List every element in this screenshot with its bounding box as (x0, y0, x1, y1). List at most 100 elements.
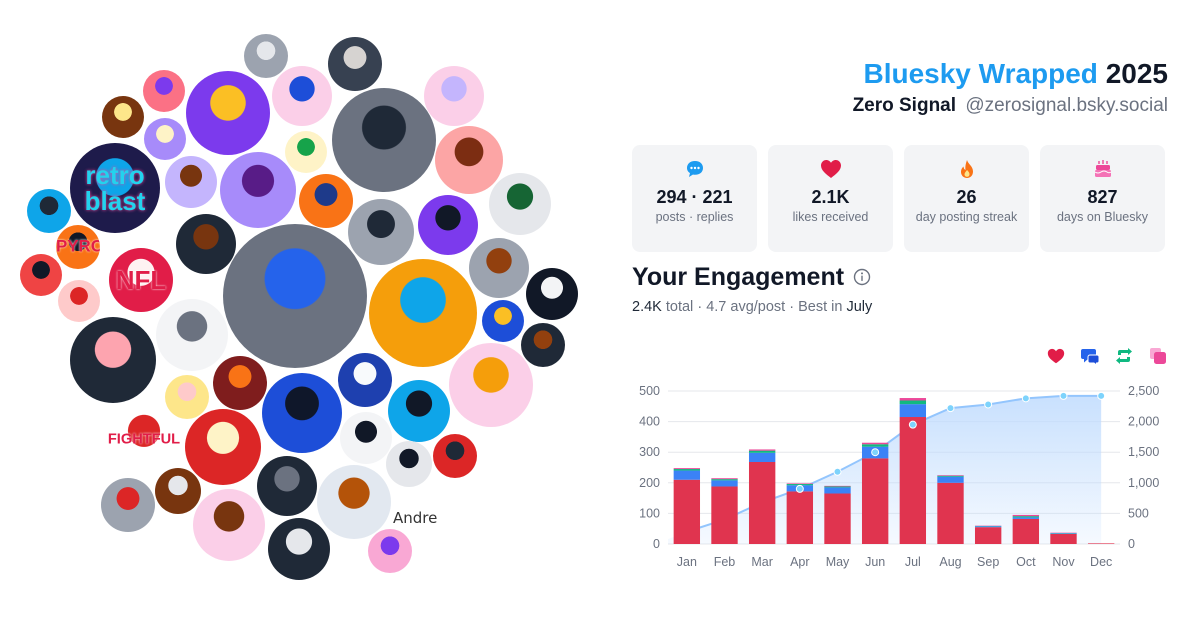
bar-segment (673, 469, 701, 471)
avatar[interactable] (213, 356, 267, 410)
display-name: Zero Signal (852, 95, 957, 116)
quote-icon[interactable] (1148, 346, 1168, 366)
avatar[interactable] (348, 199, 414, 265)
x-tick-label: Nov (1052, 555, 1075, 569)
avatar[interactable] (388, 380, 450, 442)
avatar[interactable] (332, 88, 436, 192)
brand-year: 2025 (1105, 58, 1168, 89)
avatar[interactable] (521, 323, 565, 367)
avatar[interactable] (193, 489, 265, 561)
engagement-best-prefix: Best in (798, 299, 843, 315)
bar-segment (748, 461, 776, 544)
bar-segment (673, 470, 701, 480)
avatar[interactable] (165, 375, 209, 419)
avatar[interactable] (70, 317, 156, 403)
bar-segment (937, 475, 964, 476)
bar-segment (1012, 518, 1040, 544)
avatar[interactable]: FIGHTFUL (106, 402, 182, 478)
avatar[interactable] (101, 478, 155, 532)
avatar[interactable] (244, 34, 288, 78)
avatar[interactable] (482, 300, 524, 342)
x-tick-label: Oct (1016, 555, 1036, 569)
stat-card-days: 827 days on Bluesky (1040, 145, 1165, 252)
bar-segment (824, 493, 851, 544)
avatar[interactable] (299, 174, 353, 228)
avatar[interactable] (526, 268, 578, 320)
heart-icon[interactable] (1046, 346, 1066, 366)
stat-value: 827 (1087, 187, 1118, 207)
bar-segment (899, 417, 927, 544)
bar-segment (711, 478, 738, 480)
x-tick-label: Jul (905, 555, 921, 569)
avatar[interactable] (369, 259, 477, 367)
x-tick-label: Apr (790, 555, 809, 569)
avatar[interactable] (186, 71, 270, 155)
avatar-badge-text: retro blast (84, 160, 146, 216)
avatar[interactable] (20, 254, 62, 296)
avatar[interactable]: PYRO (56, 225, 100, 269)
cumulative-point (908, 420, 917, 429)
brand-name: Bluesky Wrapped (863, 58, 1098, 89)
avatar[interactable]: retro blast (70, 143, 160, 233)
avatar[interactable] (368, 529, 412, 573)
y2-tick-label: 2,500 (1128, 384, 1159, 398)
avatar[interactable] (469, 238, 529, 298)
y-tick-label: 100 (639, 506, 660, 520)
avatar[interactable] (386, 441, 432, 487)
avatar[interactable] (155, 468, 201, 514)
avatar[interactable] (58, 280, 100, 322)
y2-tick-label: 0 (1128, 537, 1135, 551)
avatar[interactable] (223, 224, 367, 368)
repost-icon[interactable] (1114, 346, 1134, 366)
cumulative-point (871, 448, 880, 457)
bar-segment (861, 458, 889, 544)
avatar[interactable] (489, 173, 551, 235)
avatar[interactable] (424, 66, 484, 126)
y-tick-label: 300 (639, 445, 660, 459)
avatar[interactable] (418, 195, 478, 255)
avatar[interactable] (156, 299, 228, 371)
bar-segment (1012, 516, 1040, 518)
avatar[interactable] (102, 96, 144, 138)
stat-card-streak: 26 day posting streak (904, 145, 1029, 252)
stat-card-posts: 294 · 221 posts · replies (632, 145, 757, 252)
bar-segment (748, 450, 776, 453)
avatar[interactable] (317, 465, 391, 539)
x-tick-label: May (826, 555, 850, 569)
bar-segment (937, 476, 964, 483)
avatar[interactable] (272, 66, 332, 126)
bar-segment (673, 468, 701, 470)
reply-icon[interactable] (1080, 346, 1100, 367)
bar-segment (711, 479, 738, 481)
avatar[interactable] (338, 353, 392, 407)
avatar[interactable] (257, 456, 317, 516)
avatar[interactable] (185, 409, 261, 485)
avatar[interactable] (262, 373, 342, 453)
avatar[interactable] (435, 126, 503, 194)
bar-segment (861, 442, 889, 445)
avatar[interactable] (449, 343, 533, 427)
avatar[interactable] (165, 156, 217, 208)
bar-segment (824, 486, 851, 488)
avatar[interactable] (340, 412, 392, 464)
avatar[interactable] (144, 118, 186, 160)
cake-icon (1040, 159, 1165, 179)
page-title: Bluesky Wrapped 2025 (863, 58, 1168, 90)
avatar[interactable] (285, 131, 327, 173)
avatar[interactable] (328, 37, 382, 91)
avatar[interactable] (433, 434, 477, 478)
x-tick-label: Jun (865, 555, 885, 569)
avatar[interactable] (176, 214, 236, 274)
avatar[interactable] (143, 70, 185, 112)
avatar[interactable] (268, 518, 330, 580)
y2-tick-label: 2,000 (1128, 415, 1159, 429)
bar-segment (673, 479, 701, 544)
y-tick-label: 0 (653, 537, 660, 551)
avatar-badge-text: FIGHTFUL (107, 431, 181, 448)
avatar[interactable] (220, 152, 296, 228)
avatar[interactable] (27, 189, 71, 233)
engagement-title: Your Engagement (632, 263, 845, 291)
avatar[interactable]: NFL (109, 248, 173, 312)
avatar-badge-text: NFL (115, 265, 167, 295)
info-icon[interactable] (853, 268, 871, 286)
